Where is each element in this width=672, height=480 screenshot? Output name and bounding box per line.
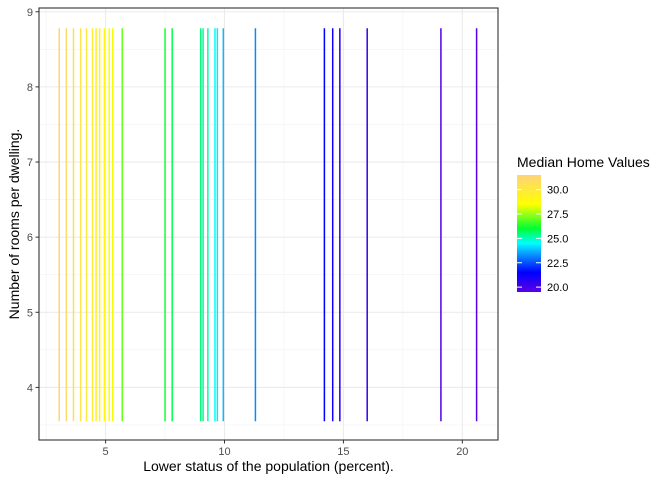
y-tick-label: 7: [27, 157, 33, 169]
legend-ticks: 20.0 22.5 25.0 27.5 30.0: [517, 185, 568, 294]
legend-break-label: 27.5: [547, 209, 568, 221]
y-axis-title: Number of rooms per dwelling.: [6, 129, 22, 320]
y-tick-label: 6: [27, 232, 33, 244]
legend-break-label: 20.0: [547, 282, 568, 294]
legend-colorbar: [517, 175, 541, 292]
y-tick-label: 5: [27, 307, 33, 319]
segment-series: [58, 28, 478, 422]
panel-border: [38, 7, 499, 441]
x-axis: 5 10 15 20: [103, 440, 468, 458]
legend-break-label: 25.0: [547, 233, 568, 245]
legend-title: Median Home Values: [517, 154, 650, 170]
y-axis: 4 5 6 7 8 9: [27, 7, 39, 394]
legend: Median Home Values 20.0 22.5 25.0 27.5 30.0: [517, 154, 650, 294]
legend-break-label: 30.0: [547, 185, 568, 197]
x-tick-label: 20: [456, 446, 468, 458]
grid-major: [39, 8, 498, 440]
x-tick-label: 15: [337, 446, 349, 458]
y-tick-label: 4: [27, 382, 33, 394]
panel-background: [39, 8, 498, 440]
x-tick-label: 5: [103, 446, 109, 458]
legend-break-label: 22.5: [547, 258, 568, 270]
y-tick-label: 8: [27, 82, 33, 94]
x-axis-title: Lower status of the population (percent)…: [143, 458, 394, 474]
y-tick-label: 9: [27, 7, 33, 19]
plot-panel: [38, 7, 499, 441]
x-tick-label: 10: [218, 446, 230, 458]
